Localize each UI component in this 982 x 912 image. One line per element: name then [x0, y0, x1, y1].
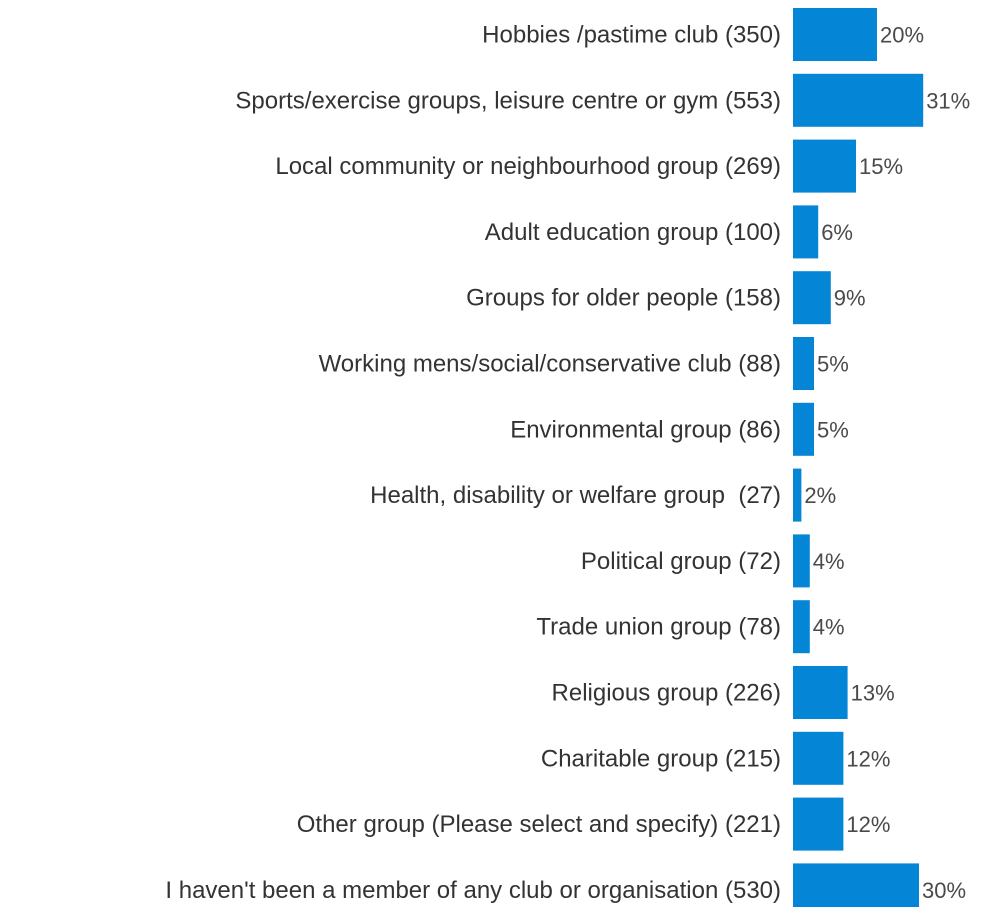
value-label: 20%: [880, 23, 924, 48]
value-label: 31%: [926, 88, 970, 113]
bar: [793, 271, 831, 325]
bar: [793, 534, 810, 588]
value-labels-layer: 20% 31% 15% 6% 9% 5% 5% 2% 4% 4% 13% 12% 12% 30%: [804, 23, 970, 903]
bar: [793, 205, 819, 259]
category-label: Adult education group (100): [485, 219, 781, 246]
bars-layer: [793, 8, 924, 912]
category-label: Environmental group (86): [510, 416, 781, 443]
value-label: 9%: [834, 286, 866, 311]
category-label: Political group (72): [581, 548, 781, 575]
category-label: Trade union group (78): [536, 614, 781, 641]
bar: [793, 731, 844, 785]
category-label: Working mens/social/conservative club (8…: [319, 351, 781, 378]
category-label: Local community or neighbourhood group (…: [275, 153, 781, 180]
value-label: 5%: [817, 417, 849, 442]
category-label: Religious group (226): [552, 680, 781, 707]
category-label: Health, disability or welfare group (27): [370, 482, 781, 509]
bar: [793, 337, 814, 390]
category-label: I haven't been a member of any club or o…: [165, 877, 781, 904]
value-label: 4%: [813, 549, 845, 574]
bar: [793, 468, 802, 522]
category-labels-layer: Hobbies /pastime club (350) Sports/exerci…: [165, 22, 781, 904]
bar: [793, 402, 814, 456]
value-label: 12%: [846, 812, 890, 837]
category-label: Sports/exercise groups, leisure centre o…: [235, 87, 781, 114]
category-label: Groups for older people (158): [466, 285, 781, 312]
value-label: 15%: [859, 154, 903, 179]
value-label: 2%: [804, 483, 836, 508]
bar: [793, 8, 877, 61]
value-label: 13%: [851, 681, 895, 706]
value-label: 6%: [821, 220, 853, 245]
value-label: 30%: [922, 878, 966, 903]
bar: [793, 797, 844, 851]
category-label: Other group (Please select and specify) …: [297, 811, 781, 838]
category-label: Charitable group (215): [541, 745, 781, 772]
bar: [793, 863, 919, 912]
bar: [793, 600, 810, 654]
value-label: 12%: [846, 746, 890, 771]
value-label: 4%: [813, 615, 845, 640]
value-label: 5%: [817, 352, 849, 377]
bar: [793, 139, 856, 193]
category-label: Hobbies /pastime club (350): [482, 22, 781, 49]
bar: [793, 666, 848, 719]
bar: [793, 73, 924, 127]
